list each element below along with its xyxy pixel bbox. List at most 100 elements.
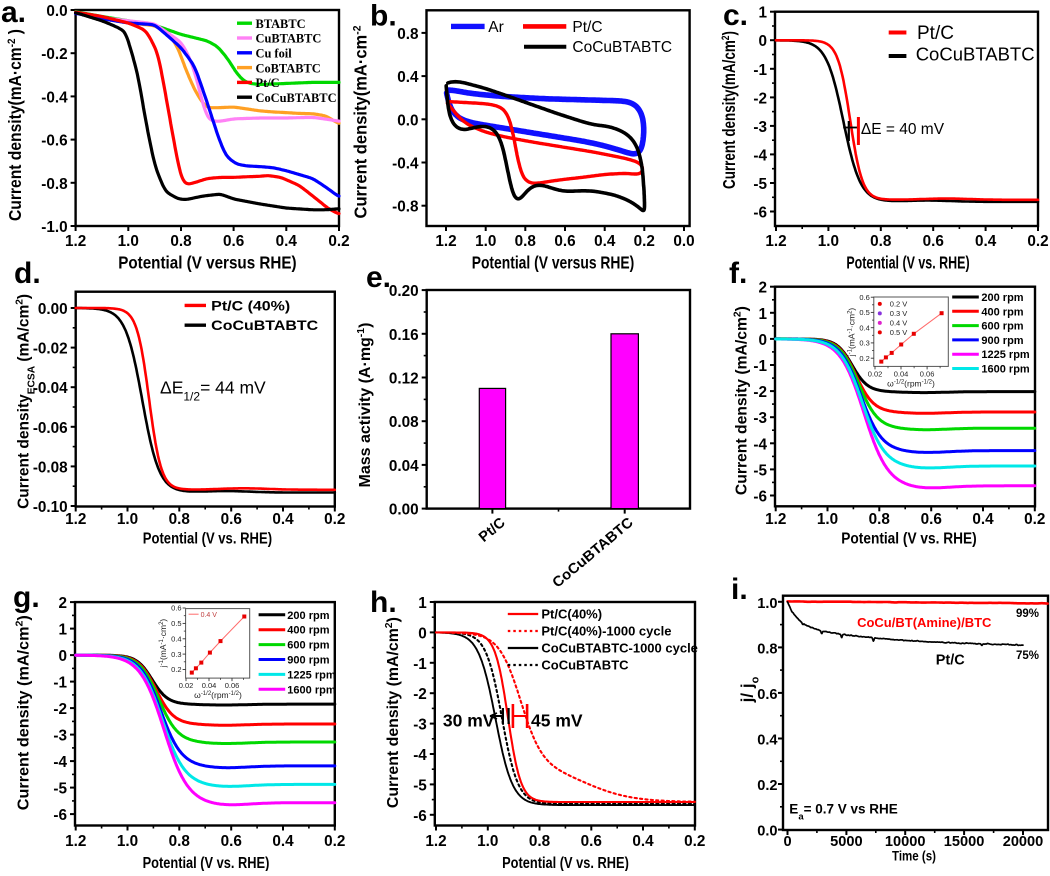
svg-text:1.0: 1.0 (118, 233, 139, 250)
svg-text:1.0: 1.0 (117, 833, 138, 850)
svg-text:1: 1 (418, 595, 427, 612)
svg-text:a.: a. (1, 0, 26, 29)
svg-text:0: 0 (418, 625, 427, 642)
svg-text:CoCuBTABTC: CoCuBTABTC (572, 39, 672, 56)
svg-text:-1: -1 (413, 656, 427, 673)
svg-text:-2: -2 (753, 384, 767, 401)
svg-text:-3: -3 (413, 717, 427, 734)
svg-text:0: 0 (58, 648, 67, 665)
svg-text:0.06: 0.06 (225, 681, 240, 690)
svg-text:Potential (V vs. RHE): Potential (V vs. RHE) (846, 253, 969, 273)
svg-text:Potential (V vs. RHE): Potential (V vs. RHE) (143, 531, 272, 548)
svg-text:-0.4: -0.4 (392, 156, 419, 173)
svg-text:0.8: 0.8 (169, 833, 191, 850)
svg-text:15000: 15000 (944, 834, 985, 850)
svg-text:-3: -3 (753, 119, 767, 136)
svg-text:0.4: 0.4 (276, 233, 298, 250)
svg-text:-6: -6 (753, 489, 767, 506)
svg-text:-4: -4 (413, 747, 427, 764)
svg-text:Current density (mA/cm2): Current density (mA/cm2) (14, 615, 33, 810)
svg-text:0: 0 (758, 332, 767, 349)
svg-text:-4: -4 (53, 754, 67, 771)
svg-text:0.4: 0.4 (272, 833, 294, 850)
svg-text:0.5: 0.5 (859, 308, 869, 317)
svg-text:0.8: 0.8 (529, 833, 551, 850)
svg-text:-0.02: -0.02 (33, 341, 68, 358)
svg-text:0.2: 0.2 (171, 665, 181, 674)
svg-text:-2: -2 (413, 686, 427, 703)
svg-text:200 rpm: 200 rpm (287, 610, 329, 622)
svg-text:-6: -6 (753, 205, 767, 222)
svg-text:-0.10: -0.10 (33, 499, 68, 516)
svg-text:-5: -5 (753, 462, 767, 479)
svg-text:ω-1/2(rpm-1/2): ω-1/2(rpm-1/2) (194, 690, 242, 700)
svg-text:Pt/C(40%)-1000 cycle: Pt/C(40%)-1000 cycle (541, 624, 671, 639)
svg-text:b.: b. (370, 0, 397, 33)
svg-text:-1: -1 (53, 675, 67, 692)
svg-text:200 rpm: 200 rpm (981, 292, 1023, 304)
svg-text:0.8: 0.8 (169, 511, 191, 528)
svg-text:Current density (mA/cm2): Current density (mA/cm2) (383, 617, 402, 808)
svg-text:1.0: 1.0 (757, 596, 777, 612)
svg-text:Potential (V versus RHE): Potential (V versus RHE) (472, 253, 635, 273)
svg-text:0.2: 0.2 (684, 833, 705, 850)
svg-text:0.2: 0.2 (859, 354, 869, 363)
svg-text:1.2: 1.2 (65, 233, 86, 250)
svg-text:-0.06: -0.06 (33, 420, 68, 437)
svg-text:0.0: 0.0 (673, 233, 694, 250)
svg-text:-3: -3 (53, 728, 67, 745)
svg-text:0.8: 0.8 (397, 26, 419, 43)
svg-text:0.02: 0.02 (868, 369, 883, 378)
svg-text:Potential (V vs. RHE): Potential (V vs. RHE) (502, 855, 629, 871)
svg-text:CoCuBTABTC: CoCuBTABTC (256, 91, 337, 105)
svg-text:1.0: 1.0 (818, 233, 839, 250)
svg-text:Current density(mA·cm-2: Current density(mA·cm-2 (351, 25, 371, 218)
svg-text:0.16: 0.16 (389, 327, 419, 344)
svg-text:900 rpm: 900 rpm (981, 335, 1023, 347)
svg-text:i.: i. (731, 573, 748, 606)
svg-text:Pt/C(40%): Pt/C(40%) (541, 607, 602, 622)
svg-text:0.3: 0.3 (859, 339, 869, 348)
svg-text:d.: d. (14, 257, 41, 290)
svg-text:ω-1/2(rpm-1/2): ω-1/2(rpm-1/2) (887, 378, 935, 388)
svg-text:h.: h. (370, 586, 397, 619)
svg-text:0.4 V: 0.4 V (890, 319, 908, 328)
svg-text:-1.0: -1.0 (41, 219, 67, 236)
svg-text:0.0: 0.0 (757, 824, 777, 840)
svg-text:0.8: 0.8 (757, 641, 777, 657)
svg-text:1: 1 (758, 5, 767, 22)
svg-text:0.6: 0.6 (171, 604, 181, 613)
svg-text:0.6: 0.6 (221, 511, 242, 528)
svg-text:0.4: 0.4 (632, 833, 654, 850)
svg-text:400 rpm: 400 rpm (981, 306, 1023, 318)
svg-text:0.3 V: 0.3 V (890, 309, 908, 318)
svg-text:CoCuBTABTC-1000 cycle: CoCuBTABTC-1000 cycle (541, 641, 698, 656)
svg-text:Potential (V versus RHE): Potential (V versus RHE) (118, 253, 296, 273)
svg-text:1.2: 1.2 (435, 233, 456, 250)
svg-text:ΔE = 40 mV: ΔE = 40 mV (861, 121, 945, 138)
svg-text:1600 rpm: 1600 rpm (981, 364, 1030, 376)
svg-text:-4: -4 (753, 147, 767, 164)
svg-text:0.6: 0.6 (223, 233, 244, 250)
svg-text:0.2: 0.2 (324, 511, 345, 528)
svg-text:0.00: 0.00 (389, 502, 419, 519)
svg-text:1.2: 1.2 (425, 833, 446, 850)
svg-text:-2: -2 (753, 90, 767, 107)
svg-text:1.2: 1.2 (65, 833, 86, 850)
svg-text:Pt/C (40%): Pt/C (40%) (211, 298, 290, 313)
svg-text:75%: 75% (1016, 650, 1039, 662)
svg-text:1600 rpm: 1600 rpm (287, 684, 336, 696)
svg-text:-1: -1 (753, 62, 767, 79)
svg-text:0: 0 (783, 834, 791, 850)
svg-text:g.: g. (13, 581, 40, 614)
svg-text:0.2: 0.2 (757, 778, 777, 794)
svg-text:30 mV: 30 mV (443, 710, 495, 730)
svg-text:0.6: 0.6 (757, 687, 777, 703)
svg-text:CoCuBTABTC: CoCuBTABTC (916, 44, 1035, 65)
svg-text:0.08: 0.08 (389, 414, 419, 431)
svg-text:600 rpm: 600 rpm (287, 640, 329, 652)
svg-text:c.: c. (723, 0, 748, 32)
svg-text:-4: -4 (753, 436, 767, 453)
svg-text:CoBTABTC: CoBTABTC (256, 61, 321, 75)
svg-text:0.4: 0.4 (397, 69, 419, 86)
